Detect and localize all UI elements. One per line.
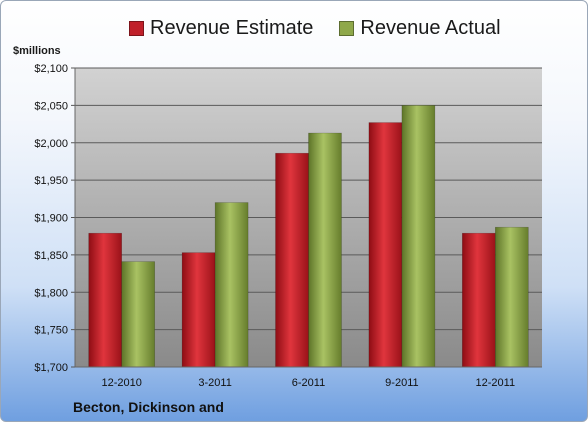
x-tick-label: 12-2010 [102,377,142,389]
legend-swatch-estimate [129,21,144,36]
legend-label-actual: Revenue Actual [360,17,501,39]
x-tick-label: 3-2011 [198,377,231,389]
x-tick-label: 12-2011 [476,377,516,389]
y-tick-label: $1,800 [34,287,68,299]
x-tick-label: 9-2011 [385,377,418,389]
chart-legend: Revenue Estimate Revenue Actual [129,17,527,40]
bar-revenue-estimate [181,252,216,368]
legend-swatch-actual [339,21,355,36]
y-tick-label: $1,750 [34,325,68,337]
legend-label-estimate: Revenue Estimate [150,17,314,39]
legend-item-actual: Revenue Actual [339,17,501,40]
x-tick-label: 6-2011 [292,377,325,389]
y-axis-unit-label: $millions [13,45,61,57]
bar-revenue-actual [121,261,155,368]
bar-revenue-actual [308,132,342,368]
bars [88,105,529,368]
bar-revenue-actual [401,105,436,368]
bar-revenue-actual [214,202,249,368]
bar-revenue-estimate [88,232,122,368]
y-tick-label: $2,000 [34,138,68,150]
y-tick-label: $1,900 [34,213,68,225]
chart-title: Becton, Dickinson and [73,399,224,415]
bar-revenue-actual [494,226,529,368]
bar-revenue-estimate [461,232,496,368]
legend-item-estimate: Revenue Estimate [129,17,313,40]
y-tick-label: $2,050 [34,100,68,112]
y-tick-label: $1,850 [34,250,68,262]
axes: $1,700 $1,750 $1,800 $1,850 $1,900 $1,950 $2,0… [34,63,542,389]
y-tick-label: $1,700 [34,362,68,374]
y-tick-label: $1,950 [34,175,68,187]
bar-revenue-estimate [368,122,403,368]
y-tick-label: $2,100 [34,63,68,75]
bar-revenue-estimate [275,152,309,368]
